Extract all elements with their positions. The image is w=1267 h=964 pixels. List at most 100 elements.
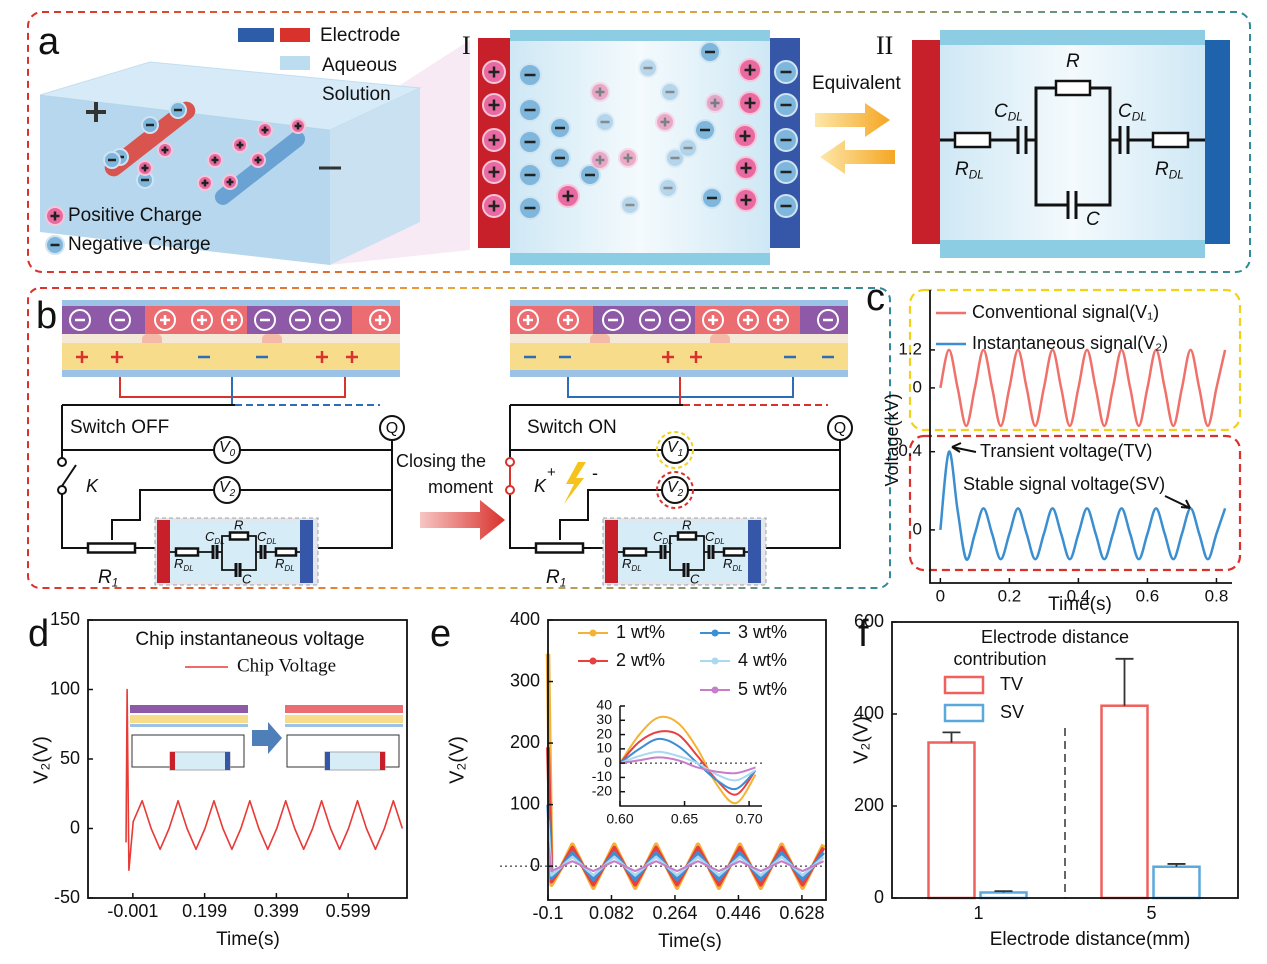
legend-title: Electrode distance — [981, 627, 1129, 647]
plus-sign — [595, 87, 605, 97]
charge-layer — [510, 306, 593, 334]
negative-charge — [774, 194, 798, 218]
positive-charge — [705, 93, 725, 113]
negative-charge — [595, 112, 615, 132]
negative-charge — [141, 116, 159, 134]
y-axis-label: Voltage(kV) — [882, 393, 902, 486]
resistor-label-sub: 1 — [112, 577, 119, 590]
plus-sign — [488, 200, 500, 212]
y-tick-label: 50 — [60, 748, 80, 768]
legend-label: Chip Voltage — [237, 655, 336, 676]
cell-label: CDL — [653, 529, 673, 546]
plus-sign — [50, 211, 60, 221]
legend-solution — [280, 56, 310, 70]
x-tick-label: 0.264 — [652, 903, 697, 923]
wire — [318, 440, 393, 549]
circuit-label-main: R — [955, 159, 969, 180]
device-layer — [62, 300, 400, 306]
positive-charge — [733, 124, 757, 148]
x-tick-label: 0.8 — [1205, 586, 1229, 605]
resistor-label-sub: 1 — [560, 577, 567, 590]
signal-line — [939, 348, 1227, 428]
x-tick-label: 0.599 — [326, 901, 371, 921]
x-tick-label: 1 — [973, 903, 983, 923]
x-axis-label: Time(s) — [658, 931, 722, 952]
cell-label-sub: DL — [631, 564, 641, 573]
negative-charge — [660, 82, 680, 102]
circuit-label-main: R — [1155, 159, 1169, 180]
electrode — [748, 520, 761, 583]
positive-charge — [734, 156, 758, 180]
chamber-wall — [510, 30, 770, 41]
meter-label: Q — [386, 420, 398, 437]
plus-sign — [662, 351, 674, 363]
charge-circle — [817, 309, 839, 331]
cell-label-sub: DL — [284, 564, 294, 573]
positive-charge — [222, 174, 238, 190]
plus-sign — [488, 166, 500, 178]
resistor-label: R1 — [546, 567, 566, 590]
plus-sign — [739, 130, 751, 142]
plus-sign — [710, 98, 720, 108]
positive-charge — [556, 184, 580, 208]
resistor — [953, 131, 992, 149]
cell-label: RDL — [275, 556, 295, 573]
charge-circle — [517, 309, 539, 331]
legend-label: 4 wt% — [738, 650, 787, 670]
legend-text: Negative Charge — [68, 234, 211, 255]
y-tick-label: 1.2 — [898, 339, 922, 358]
legend-marker — [711, 629, 719, 637]
chart-title: Chip instantaneous voltage — [135, 629, 364, 650]
legend-title: contribution — [953, 649, 1046, 669]
panel-label: b — [36, 295, 57, 337]
positive-charge — [45, 206, 65, 226]
x-tick-label: 0.4 — [1067, 586, 1091, 605]
cell-label-main: C — [653, 529, 663, 544]
plus-sign — [488, 134, 500, 146]
cell-label-sub: DL — [662, 537, 672, 546]
negative-charge — [549, 147, 571, 169]
legend-text: Positive Charge — [68, 205, 202, 226]
y-tick-label: 10 — [596, 740, 612, 756]
panel-frame — [27, 11, 1251, 273]
resistor — [86, 542, 137, 554]
y-tick-label: 400 — [854, 703, 884, 723]
switch-label: K — [86, 476, 99, 496]
switch-contact — [505, 457, 515, 467]
plus-sign — [111, 351, 123, 363]
legend-swatch — [943, 703, 985, 723]
electrode — [300, 520, 313, 583]
plus-sign — [523, 315, 533, 325]
positive-charge — [590, 150, 610, 170]
device-layer — [510, 370, 848, 377]
stage-label: II — [876, 31, 893, 60]
cell-label-main: C — [205, 529, 215, 544]
positive-charge — [734, 188, 758, 212]
plus-sign — [227, 315, 237, 325]
y-tick-label: 200 — [854, 795, 884, 815]
cell-label-main: R — [174, 556, 183, 571]
legend-label: 3 wt% — [738, 622, 787, 642]
charge-circle — [767, 309, 789, 331]
negative-charge — [518, 196, 542, 220]
circuit-label-sub: DL — [1132, 111, 1147, 124]
capacitor — [234, 563, 242, 577]
plus-sign — [316, 351, 328, 363]
capacitor — [707, 545, 715, 559]
stage-label: I — [462, 31, 471, 60]
inset-line — [619, 715, 757, 805]
y-axis-label: V₂(V) — [446, 736, 468, 784]
meter — [661, 436, 689, 464]
inset-line — [619, 756, 756, 775]
charge-circle — [154, 309, 176, 331]
meter-label-main: V — [667, 439, 679, 456]
y-tick-label: -50 — [54, 887, 80, 907]
legend-marker — [589, 629, 597, 637]
inset-electrode — [225, 752, 230, 770]
x-tick-label: 0.6 — [1136, 586, 1160, 605]
switch-contact — [57, 485, 67, 495]
y-tick-label: 400 — [510, 609, 540, 629]
circuit-label: R — [1066, 51, 1080, 72]
positive-charge — [482, 60, 506, 84]
legend-label: SV — [1000, 702, 1024, 722]
